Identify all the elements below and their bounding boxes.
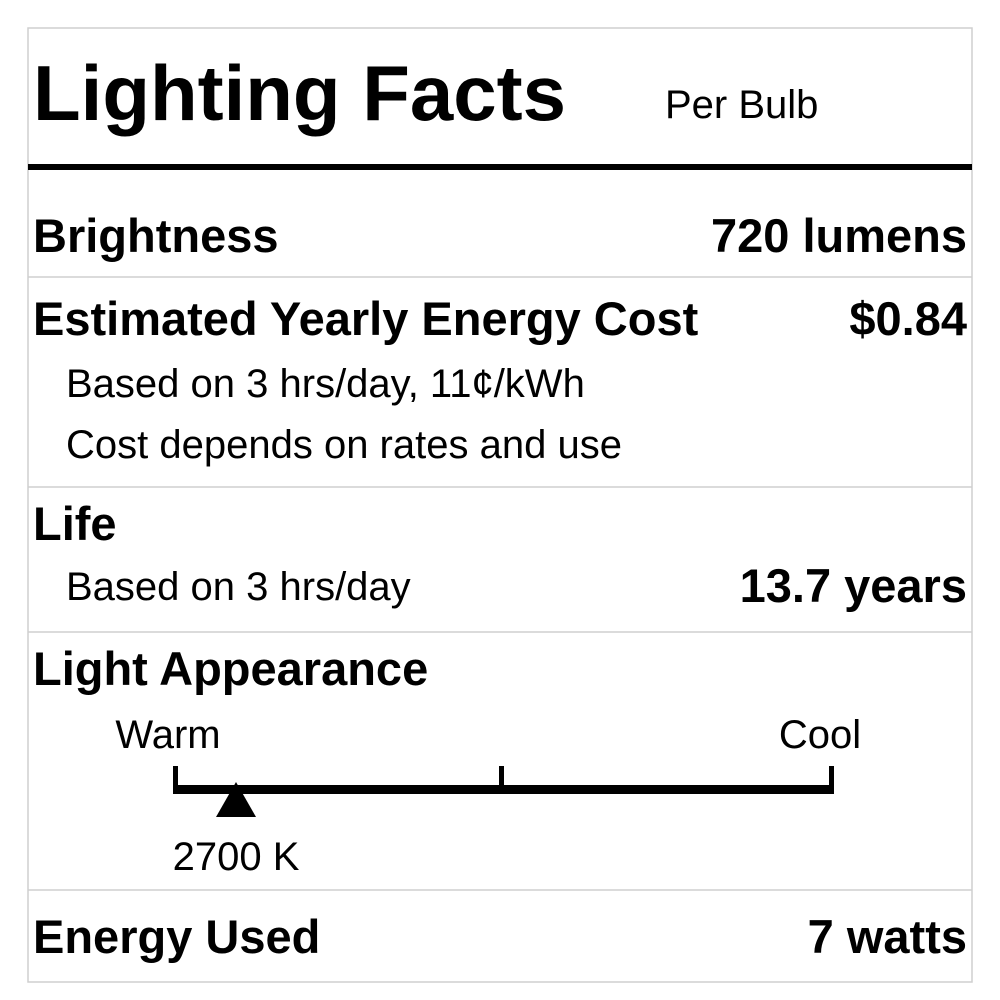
- energy-label: Energy Used: [33, 910, 320, 963]
- brightness-value: 720 lumens: [711, 209, 967, 262]
- scale-tick: [173, 766, 178, 794]
- scale-tick: [829, 766, 834, 794]
- energy-value: 7 watts: [808, 910, 967, 963]
- scale-left-label: Warm: [115, 713, 220, 757]
- color-scale: [173, 766, 834, 817]
- title: Lighting Facts: [33, 49, 566, 137]
- life-value: 13.7 years: [740, 559, 967, 612]
- brightness-label: Brightness: [33, 209, 279, 262]
- subtitle: Per Bulb: [665, 83, 818, 127]
- label-border: [27, 27, 973, 983]
- cost-value: $0.84: [849, 292, 967, 345]
- cost-label: Estimated Yearly Energy Cost: [33, 292, 699, 345]
- marker-label: 2700 K: [173, 835, 300, 879]
- scale-tick: [499, 766, 504, 794]
- appearance-label: Light Appearance: [33, 642, 428, 695]
- header-rule: [28, 164, 972, 170]
- life-label: Life: [33, 497, 117, 550]
- cost-note: Cost depends on rates and use: [66, 423, 622, 467]
- life-note: Based on 3 hrs/day: [66, 565, 411, 609]
- scale-marker: [216, 782, 256, 817]
- cost-note: Based on 3 hrs/day, 11¢/kWh: [66, 362, 585, 406]
- scale-right-label: Cool: [779, 713, 861, 757]
